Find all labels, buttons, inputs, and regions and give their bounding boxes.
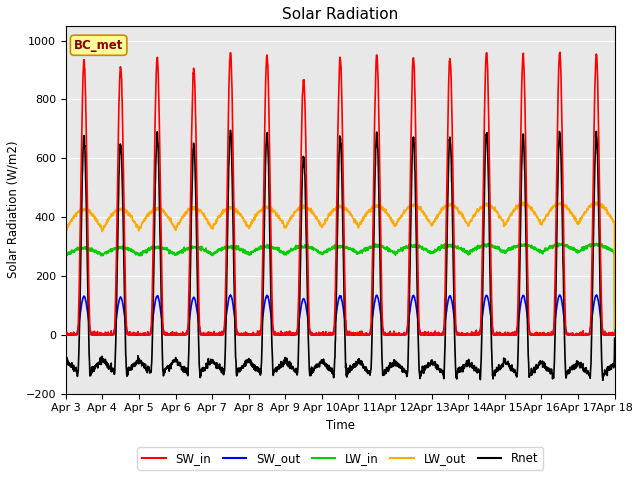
Legend: SW_in, SW_out, LW_in, LW_out, Rnet: SW_in, SW_out, LW_in, LW_out, Rnet [138, 447, 543, 470]
X-axis label: Time: Time [326, 419, 355, 432]
Y-axis label: Solar Radiation (W/m2): Solar Radiation (W/m2) [7, 141, 20, 278]
Title: Solar Radiation: Solar Radiation [282, 7, 398, 22]
Text: BC_met: BC_met [74, 39, 124, 52]
